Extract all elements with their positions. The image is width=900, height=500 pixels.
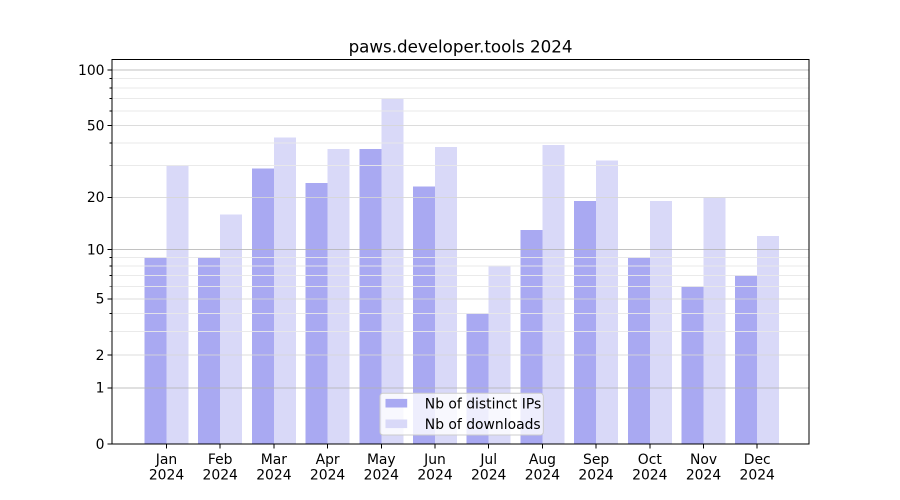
y-tick-label-5: 5 [96,292,105,308]
x-tick-label-month-mar: Mar [261,452,287,468]
bar-nb-of-distinct-ips-nov [681,286,704,444]
legend-label-nb-of-downloads: Nb of downloads [425,417,541,433]
x-tick-label-year-sep: 2024 [578,467,614,483]
bar-nb-of-distinct-ips-feb [198,257,221,444]
bar-nb-of-downloads-oct [649,201,672,444]
y-tick-label-50: 50 [87,118,105,134]
bar-nb-of-downloads-dec [757,236,780,444]
bar-nb-of-distinct-ips-may [359,149,382,444]
y-tick-label-20: 20 [87,190,105,206]
legend-box [379,392,544,436]
x-tick-label-month-apr: Apr [316,452,340,468]
x-tick-label-year-feb: 2024 [203,467,239,483]
bar-nb-of-downloads-apr [327,149,350,444]
bar-nb-of-downloads-jun [435,147,457,444]
y-tick-label-1: 1 [96,381,105,397]
x-tick-label-year-dec: 2024 [740,467,776,483]
x-tick-label-year-apr: 2024 [310,467,346,483]
plot-border [111,59,810,445]
bar-nb-of-downloads-nov [703,197,726,444]
bar-nb-of-downloads-aug [542,145,565,444]
bar-nb-of-downloads-jan [166,165,189,444]
legend: Nb of distinct IPs Nb of downloads [379,392,544,436]
y-tick-label-2: 2 [96,348,105,364]
x-tick-label-month-jan: Jan [155,452,177,468]
x-tick-label-month-feb: Feb [208,452,233,468]
x-tick-label-year-jul: 2024 [471,467,507,483]
bar-nb-of-distinct-ips-jan [144,257,167,444]
bar-nb-of-downloads-feb [220,214,243,444]
x-tick-label-month-sep: Sep [583,452,609,468]
y-tick-label-0: 0 [96,437,105,453]
x-tick-label-month-nov: Nov [690,452,717,468]
legend-swatch-nb-of-downloads [385,419,408,429]
x-tick-label-year-mar: 2024 [256,467,292,483]
bars-layer [144,98,780,445]
x-tick-label-month-may: May [367,452,396,468]
x-tick-label-year-aug: 2024 [525,467,561,483]
y-tick-label-100: 100 [78,63,105,79]
bar-nb-of-distinct-ips-dec [735,275,758,444]
x-tick-label-year-oct: 2024 [632,467,668,483]
x-tick-label-month-jul: Jul [479,452,497,468]
gridlines-layer [112,69,809,389]
x-tick-label-year-jun: 2024 [417,467,453,483]
legend-swatch-nb-of-distinct-ips [385,398,408,408]
axis-labels-layer: 0125102050100Jan2024Feb2024Mar2024Apr202… [78,63,776,483]
x-tick-label-year-nov: 2024 [686,467,722,483]
bar-nb-of-downloads-sep [596,160,619,444]
legend-label-nb-of-distinct-ips: Nb of distinct IPs [425,397,541,413]
x-tick-label-month-jun: Jun [423,452,446,468]
chart-title: paws.developer.tools 2024 [349,37,573,57]
bar-nb-of-distinct-ips-mar [251,168,274,444]
bar-nb-of-distinct-ips-jun [413,186,435,444]
bar-nb-of-downloads-mar [273,137,296,445]
bar-nb-of-distinct-ips-aug [520,230,543,444]
bar-nb-of-downloads-may [381,98,404,444]
bar-nb-of-distinct-ips-sep [574,201,597,444]
bar-nb-of-distinct-ips-oct [627,257,650,444]
x-tick-label-month-aug: Aug [529,452,556,468]
y-tick-label-10: 10 [87,243,105,259]
x-tick-label-month-dec: Dec [744,452,771,468]
x-tick-label-year-jan: 2024 [149,467,185,483]
axes-layer [107,59,810,449]
x-tick-label-month-oct: Oct [638,452,663,468]
x-tick-label-year-may: 2024 [364,467,400,483]
